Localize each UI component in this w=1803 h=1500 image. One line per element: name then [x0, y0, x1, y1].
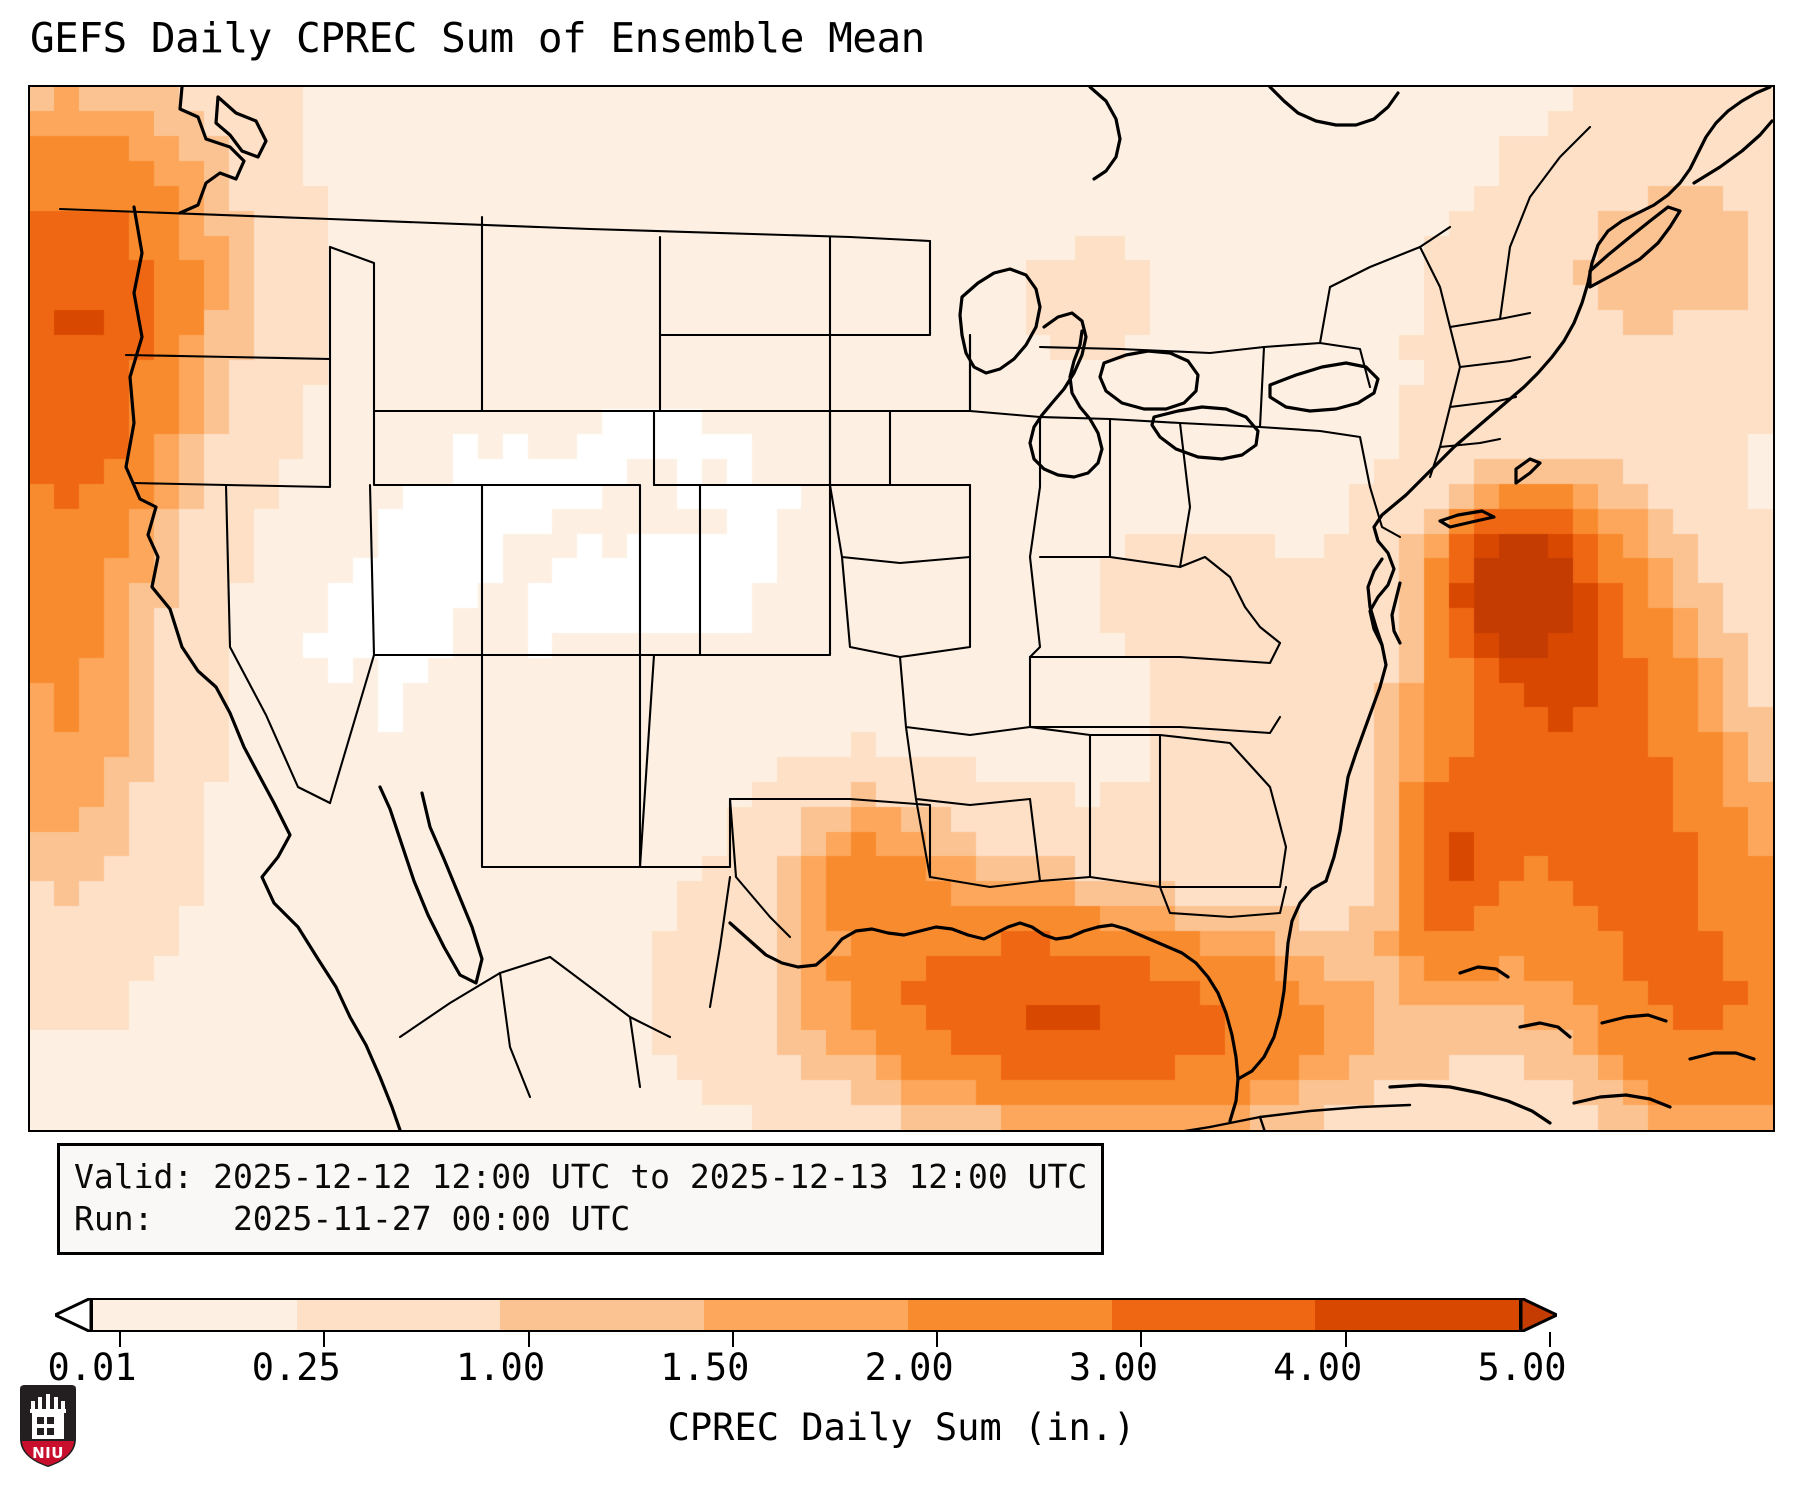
colorbar-tick: [119, 1332, 121, 1347]
colorbar-tick-label: 4.00: [1273, 1346, 1363, 1389]
colorbar-ticks: [28, 1332, 1775, 1348]
geographic-boundaries: [30, 87, 1773, 1130]
colorbar-over-arrow: [1521, 1298, 1557, 1332]
colorbar-segment: [1111, 1300, 1316, 1330]
valid-time-text: Valid: 2025-12-12 12:00 UTC to 2025-12-1…: [74, 1157, 1088, 1196]
colorbar-segment: [93, 1300, 297, 1330]
coastline-boundaries: [126, 87, 1772, 1130]
colorbar-tick: [936, 1332, 939, 1347]
colorbar-tick-label: 3.00: [1068, 1346, 1158, 1389]
colorbar-tick: [1140, 1332, 1143, 1347]
colorbar-tick: [323, 1332, 326, 1347]
state-boundaries: [60, 127, 1590, 1097]
colorbar-tick-label: 0.01: [47, 1346, 137, 1389]
logo-windows-icon: [37, 1417, 54, 1435]
colorbar-tick-label: 1.00: [456, 1346, 546, 1389]
run-time-text: Run: 2025-11-27 00:00 UTC: [74, 1199, 631, 1239]
colorbar-axis-title: CPREC Daily Sum (in.): [667, 1406, 1136, 1449]
forecast-info-box: Valid: 2025-12-12 12:00 UTC to 2025-12-1…: [57, 1143, 1105, 1256]
colorbar: [28, 1292, 1775, 1347]
logo-text: NIU: [32, 1444, 64, 1462]
colorbar-under-arrow: [55, 1298, 91, 1332]
colorbar-tick-label: 0.25: [251, 1346, 341, 1389]
page-title: GEFS Daily CPREC Sum of Ensemble Mean: [30, 14, 925, 62]
colorbar-segments: [91, 1298, 1521, 1332]
colorbar-tick-labels: 0.01 0.25 1.00 1.50 2.00 3.00 4.00 5.00: [0, 1346, 1803, 1396]
faint-boundaries: [1110, 1105, 1410, 1130]
colorbar-tick-label: 5.00: [1477, 1346, 1567, 1389]
colorbar-segment: [1315, 1300, 1520, 1330]
colorbar-tick: [1549, 1332, 1551, 1347]
colorbar-tick-label: 1.50: [660, 1346, 750, 1389]
logo-red-band-icon: [22, 1441, 74, 1466]
colorbar-tick: [731, 1332, 734, 1347]
colorbar-segment: [704, 1300, 908, 1330]
colorbar-tick: [1344, 1332, 1347, 1347]
colorbar-segment: [500, 1300, 705, 1330]
colorbar-tick: [527, 1332, 530, 1347]
colorbar-segment: [907, 1300, 1112, 1330]
niu-logo: NIU: [20, 1385, 76, 1467]
map-plot-area: [28, 85, 1775, 1132]
colorbar-tick-label: 2.00: [864, 1346, 954, 1389]
colorbar-segment: [296, 1300, 501, 1330]
precipitation-heatmap: [30, 87, 1773, 1130]
